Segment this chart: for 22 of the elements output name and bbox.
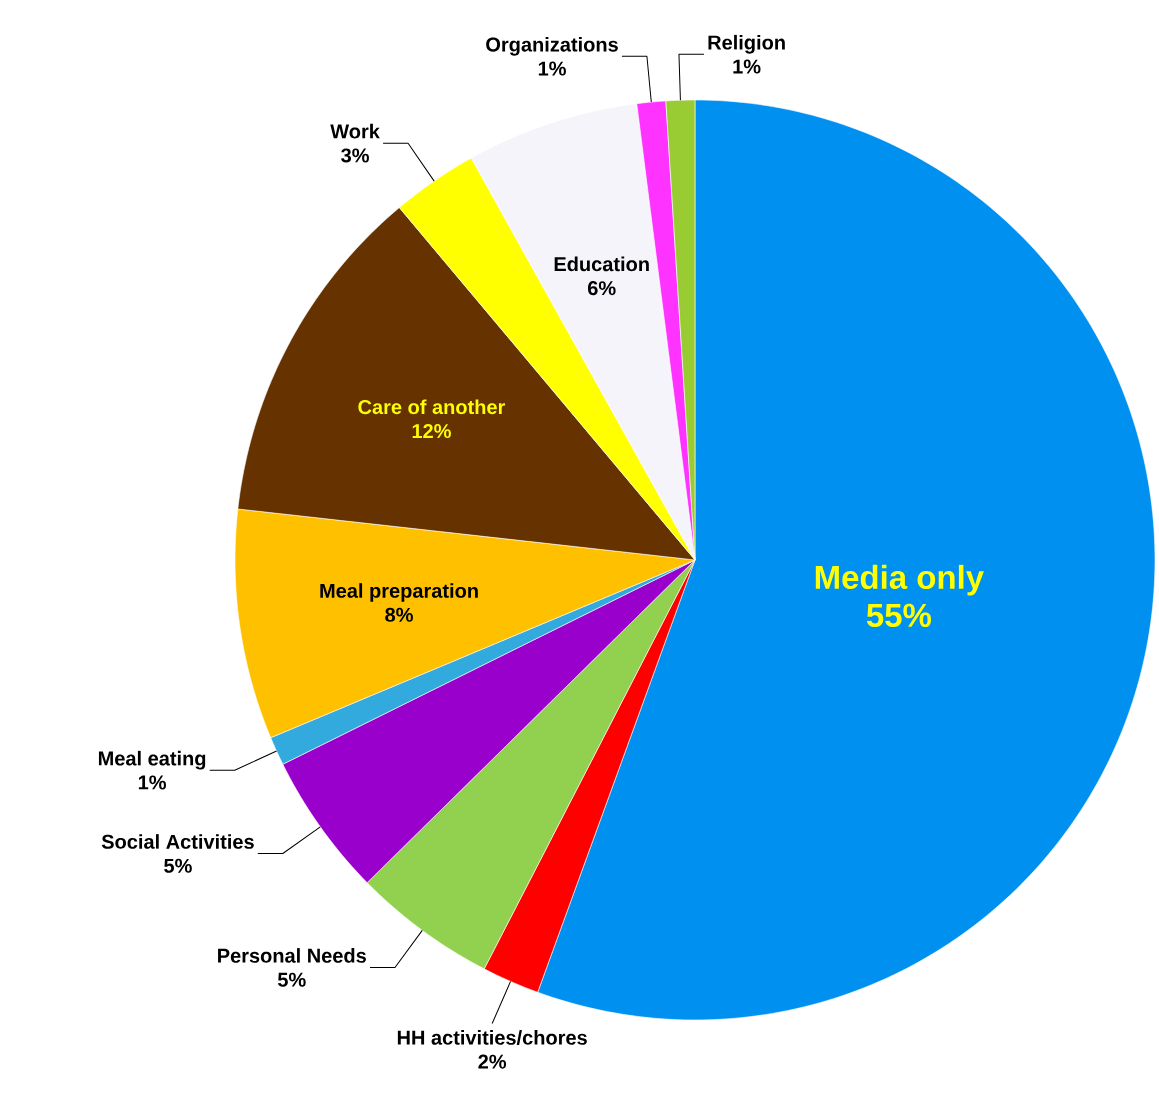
slice-label: Meal eating: [98, 750, 206, 770]
data-label: 1%: [733, 59, 761, 74]
data-label: 2%: [478, 1054, 507, 1069]
slice-label: Education: [554, 256, 649, 272]
data-label: 1%: [538, 61, 566, 76]
data-label: 12%: [412, 423, 451, 439]
data-label: 5%: [277, 972, 306, 987]
slice-label: HH activities/chores: [397, 1030, 587, 1045]
slice-label: Meal preparation: [320, 583, 478, 602]
data-label: 6%: [587, 281, 616, 296]
slice-label: Religion: [708, 34, 785, 54]
slice-label: Social Activities: [101, 834, 254, 849]
data-label: 8%: [385, 607, 413, 622]
slice-label: Organizations: [486, 36, 618, 56]
slice-label: Care of another: [358, 399, 506, 415]
slice-label: Personal Needs: [218, 948, 366, 963]
data-label: 5%: [164, 858, 192, 873]
data-label: 3%: [341, 148, 369, 163]
slice-label: Work: [330, 123, 380, 139]
data-label: 1%: [138, 775, 166, 790]
data-label: 55%: [866, 603, 932, 628]
slice-label: Media only: [815, 564, 984, 596]
